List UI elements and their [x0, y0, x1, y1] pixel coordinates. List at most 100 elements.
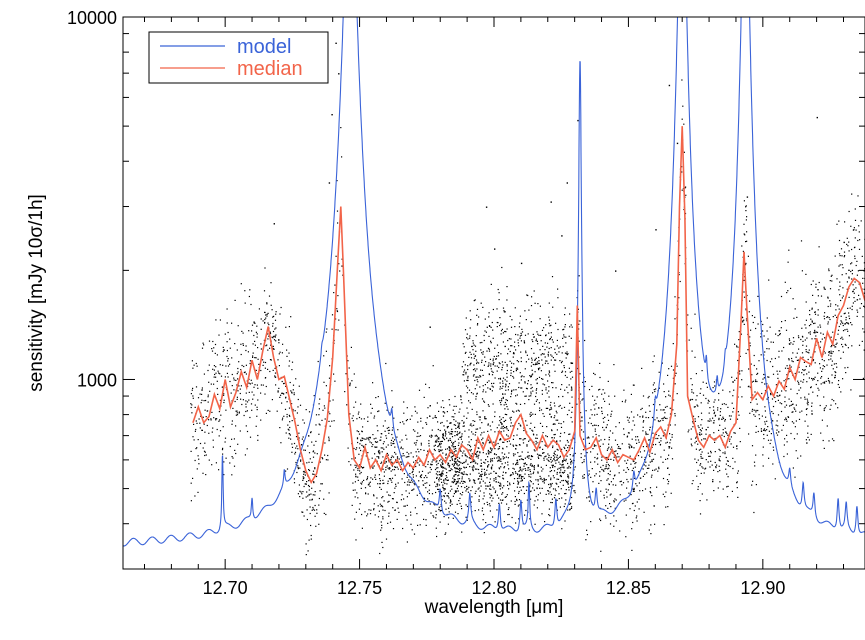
- scatter-point: [442, 400, 443, 401]
- scatter-point: [375, 397, 376, 398]
- scatter-point: [489, 406, 490, 407]
- scatter-point: [802, 352, 803, 353]
- scatter-point: [264, 322, 265, 323]
- scatter-point: [511, 363, 512, 364]
- scatter-point: [831, 353, 832, 354]
- scatter-point: [414, 431, 415, 432]
- scatter-point: [204, 374, 205, 375]
- scatter-point: [481, 471, 482, 472]
- scatter-point: [545, 363, 546, 364]
- scatter-point: [404, 473, 405, 474]
- scatter-point: [549, 515, 550, 516]
- scatter-point: [654, 505, 655, 506]
- scatter-point: [592, 448, 593, 449]
- scatter-point: [311, 499, 312, 500]
- scatter-point: [467, 474, 468, 475]
- scatter-point: [537, 361, 538, 362]
- scatter-point: [797, 381, 798, 382]
- scatter-point: [547, 393, 548, 394]
- scatter-point: [560, 469, 561, 470]
- scatter-point: [418, 480, 419, 481]
- scatter-outlier: [551, 201, 552, 202]
- scatter-point: [324, 455, 325, 456]
- scatter-point: [381, 525, 382, 526]
- scatter-point: [745, 210, 746, 211]
- scatter-point: [549, 409, 550, 410]
- scatter-point: [387, 465, 388, 466]
- scatter-point: [699, 465, 700, 466]
- scatter-point: [514, 346, 515, 347]
- scatter-point: [613, 484, 614, 485]
- scatter-outlier: [274, 223, 275, 224]
- scatter-point: [503, 467, 504, 468]
- scatter-point: [698, 486, 699, 487]
- scatter-point: [780, 402, 781, 403]
- scatter-point: [505, 462, 506, 463]
- scatter-point: [208, 433, 209, 434]
- scatter-point: [532, 431, 533, 432]
- scatter-point: [768, 280, 769, 281]
- scatter-point: [483, 389, 484, 390]
- scatter-point: [822, 359, 823, 360]
- scatter-point: [250, 304, 251, 305]
- scatter-point: [446, 438, 447, 439]
- scatter-point: [225, 334, 226, 335]
- scatter-point: [659, 372, 660, 373]
- scatter-point: [504, 454, 505, 455]
- scatter-point: [534, 450, 535, 451]
- scatter-point: [806, 366, 807, 367]
- scatter-point: [568, 487, 569, 488]
- scatter-point: [431, 435, 432, 436]
- scatter-point: [515, 448, 516, 449]
- scatter-point: [469, 364, 470, 365]
- scatter-point: [609, 465, 610, 466]
- scatter-point: [847, 323, 848, 324]
- scatter-point: [494, 411, 495, 412]
- scatter-point: [470, 490, 471, 491]
- scatter-point: [365, 487, 366, 488]
- scatter-point: [323, 499, 324, 500]
- scatter-point: [364, 418, 365, 419]
- scatter-point: [511, 373, 512, 374]
- scatter-point: [564, 448, 565, 449]
- scatter-point: [597, 464, 598, 465]
- scatter-point: [455, 492, 456, 493]
- scatter-point: [356, 447, 357, 448]
- scatter-point: [601, 394, 602, 395]
- scatter-point: [362, 467, 363, 468]
- scatter-point: [517, 478, 518, 479]
- scatter-point: [824, 360, 825, 361]
- scatter-point: [524, 493, 525, 494]
- scatter-point: [255, 405, 256, 406]
- scatter-point: [397, 502, 398, 503]
- scatter-point: [278, 391, 279, 392]
- scatter-point: [536, 441, 537, 442]
- scatter-point: [482, 354, 483, 355]
- scatter-point: [786, 405, 787, 406]
- scatter-point: [651, 495, 652, 496]
- scatter-point: [382, 451, 383, 452]
- scatter-point: [390, 495, 391, 496]
- scatter-point: [692, 483, 693, 484]
- scatter-point: [771, 358, 772, 359]
- scatter-point: [374, 446, 375, 447]
- scatter-point: [564, 493, 565, 494]
- scatter-point: [855, 237, 856, 238]
- scatter-point: [599, 476, 600, 477]
- scatter-point: [440, 441, 441, 442]
- scatter-point: [554, 349, 555, 350]
- scatter-point: [542, 390, 543, 391]
- scatter-point: [459, 470, 460, 471]
- scatter-point: [453, 446, 454, 447]
- scatter-point: [781, 350, 782, 351]
- scatter-point: [842, 267, 843, 268]
- scatter-point: [518, 340, 519, 341]
- scatter-point: [590, 451, 591, 452]
- scatter-point: [675, 424, 676, 425]
- scatter-point: [439, 443, 440, 444]
- scatter-point: [499, 448, 500, 449]
- scatter-point: [616, 456, 617, 457]
- scatter-point: [758, 431, 759, 432]
- scatter-point: [475, 370, 476, 371]
- scatter-point: [535, 524, 536, 525]
